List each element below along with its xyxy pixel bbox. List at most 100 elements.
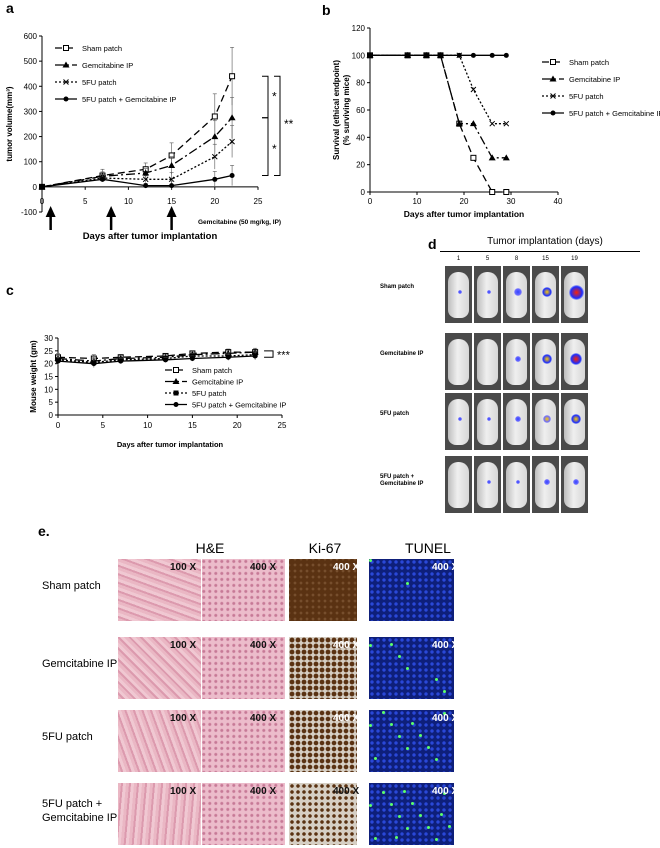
mouse-image [503, 333, 530, 390]
tunel-positive-cell [382, 711, 385, 714]
x-axis-label: Days after tumor implantation [117, 440, 224, 449]
tunel-positive-cell [382, 791, 385, 794]
legend-label: 5FU patch [192, 389, 227, 398]
panel-letter-e: e. [38, 523, 50, 539]
tunel-positive-cell [435, 838, 438, 841]
mag-label-400x: 400 X [333, 640, 360, 651]
x-tick-label: 25 [278, 421, 287, 430]
tunel-positive-cell [403, 790, 406, 793]
significance-bracket [262, 117, 269, 177]
legend-marker [63, 45, 69, 51]
x-tick-label: 30 [507, 197, 516, 206]
data-point [211, 153, 218, 160]
tunel-positive-cell [440, 813, 443, 816]
mouse-image [503, 456, 530, 513]
imaging-day-label: 5 [485, 256, 490, 262]
imaging-row-label: Gemcitabine IP [380, 351, 424, 357]
x-tick-label: 20 [233, 421, 242, 430]
tunel-positive-cell [406, 582, 409, 585]
data-point [469, 120, 477, 127]
dose-annotation: Gemcitabine (50 mg/kg, IP) [198, 219, 281, 226]
tunel-positive-cell [427, 746, 430, 749]
tunel-image [369, 783, 454, 845]
data-point [189, 356, 195, 362]
tunel-positive-cell [406, 827, 409, 830]
bioluminescence-signal [570, 353, 582, 365]
tunel-positive-cell [406, 747, 409, 750]
mag-label-400x: 400 X [432, 640, 459, 651]
x-tick-label: 5 [83, 197, 88, 206]
imaging-day-label: 19 [571, 256, 578, 262]
tunel-positive-cell [390, 723, 393, 726]
y-tick-label: 60 [356, 106, 365, 115]
mouse-weight-chart: 0 5 10 15 20 25 30 0 5 10 15 20 25 Days after tumor i… [29, 334, 291, 449]
tunel-positive-cell [398, 735, 401, 738]
x-tick-label: 15 [167, 197, 176, 206]
legend-marker [62, 61, 70, 68]
y-tick-label: 100 [352, 51, 366, 60]
legend-label: 5FU patch + Gemcitabine IP [569, 109, 660, 118]
he-400x-image [202, 559, 285, 621]
y-tick-label: 0 [33, 183, 38, 192]
data-point [252, 353, 258, 359]
significance-bracket [274, 75, 281, 177]
dose-arrow-head [45, 206, 56, 217]
tunel-positive-cell [448, 825, 451, 828]
mouse-image [503, 266, 530, 323]
x-tick-label: 10 [124, 197, 133, 206]
data-point [39, 184, 45, 190]
mouse-body [506, 339, 527, 385]
imaging-header-rule [440, 251, 640, 252]
x-axis-label: Days after tumor implantation [83, 231, 218, 242]
mouse-image [474, 456, 501, 513]
data-point [211, 113, 218, 120]
y-tick-label: 300 [24, 107, 38, 116]
tunel-positive-cell [369, 644, 372, 647]
mouse-image [561, 266, 588, 323]
mag-label-100x: 100 X [170, 786, 197, 797]
data-point [229, 138, 235, 145]
tunel-positive-cell [435, 758, 438, 761]
col-head-ki67: Ki-67 [308, 540, 342, 556]
mouse-image [561, 333, 588, 390]
mag-label-100x: 100 X [170, 713, 197, 724]
series-line [370, 54, 507, 159]
x-tick-label: 25 [254, 197, 263, 206]
mouse-image [561, 456, 588, 513]
legend-label: Gemcitabine IP [82, 61, 133, 70]
tunel-positive-cell [369, 804, 372, 807]
ki67-image [289, 637, 357, 699]
legend-marker [550, 59, 556, 65]
y-tick-label: 400 [24, 82, 38, 91]
y-axis-label: Survival (ethical endpoint) [332, 60, 341, 160]
legend-label: 5FU patch + Gemcitabine IP [82, 95, 176, 104]
data-point [455, 120, 463, 127]
series-line [41, 141, 233, 188]
bioluminescence-signal [573, 479, 579, 485]
y-tick-label: 5 [49, 398, 54, 407]
data-point [489, 120, 496, 127]
he-100x-image [118, 710, 201, 772]
data-point [489, 52, 495, 58]
mouse-body [477, 339, 498, 385]
y-tick-label: 500 [24, 57, 38, 66]
x-tick-label: 20 [210, 197, 219, 206]
mouse-image [532, 266, 559, 323]
legend-marker [173, 367, 179, 373]
mag-label-400x: 400 X [333, 786, 360, 797]
mag-label-400x: 400 X [432, 562, 459, 573]
x-tick-label: 0 [368, 197, 373, 206]
x-tick-label: 10 [143, 421, 152, 430]
mag-label-400x: 400 X [432, 713, 459, 724]
x-tick-label: 0 [56, 421, 61, 430]
data-point [211, 133, 219, 140]
bioluminescence-signal [542, 414, 552, 424]
panel-letter-d: d [428, 236, 437, 252]
tunel-positive-cell [398, 655, 401, 658]
y-tick-label: 0 [49, 411, 54, 420]
mouse-image [532, 333, 559, 390]
tunel-image [369, 637, 454, 699]
data-point [118, 358, 124, 364]
y-tick-label: 120 [352, 24, 366, 33]
mag-label-400x: 400 X [250, 562, 277, 573]
